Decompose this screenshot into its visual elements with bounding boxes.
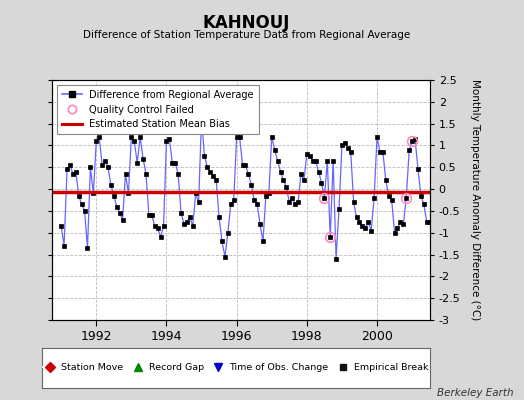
Legend: Station Move, Record Gap, Time of Obs. Change, Empirical Break: Station Move, Record Gap, Time of Obs. C…: [40, 361, 431, 375]
Legend: Difference from Regional Average, Quality Control Failed, Estimated Station Mean: Difference from Regional Average, Qualit…: [57, 85, 259, 134]
Text: KAHNOUJ: KAHNOUJ: [203, 14, 290, 32]
Y-axis label: Monthly Temperature Anomaly Difference (°C): Monthly Temperature Anomaly Difference (…: [470, 79, 480, 321]
Text: Difference of Station Temperature Data from Regional Average: Difference of Station Temperature Data f…: [83, 30, 410, 40]
Text: Berkeley Earth: Berkeley Earth: [437, 388, 514, 398]
